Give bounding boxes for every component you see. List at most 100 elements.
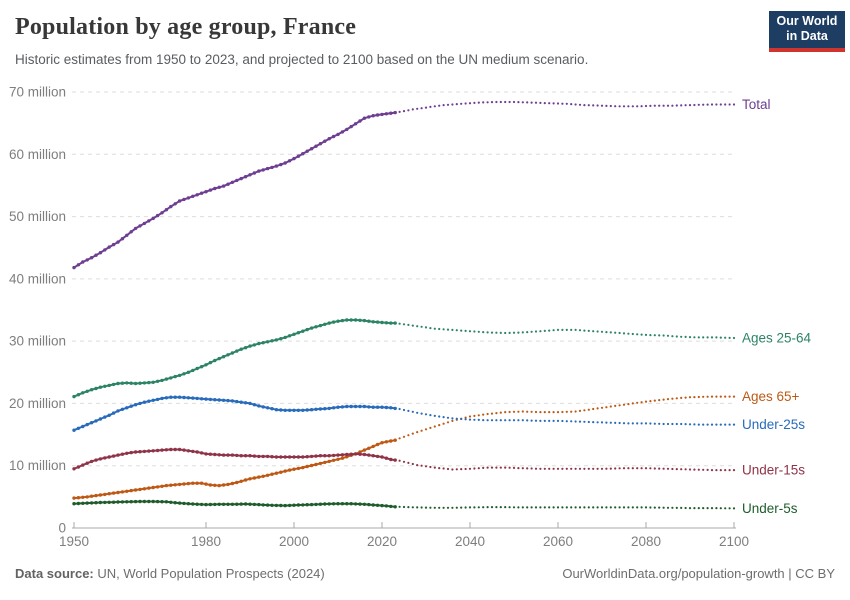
series-ages-65-plus-point[interactable] <box>393 438 397 442</box>
series-ages-25-64-point[interactable] <box>81 391 85 395</box>
series-ages-65-plus-projection-point[interactable] <box>416 431 419 434</box>
series-under-25s-point[interactable] <box>217 398 221 402</box>
series-ages-25-64-projection-point[interactable] <box>530 330 533 333</box>
series-total-point[interactable] <box>125 233 129 237</box>
series-total-projection-point[interactable] <box>442 104 445 107</box>
series-under-15s-projection-point[interactable] <box>477 467 480 470</box>
series-under-25s-projection-point[interactable] <box>526 419 529 422</box>
series-ages-65-plus-point[interactable] <box>318 461 323 466</box>
series-under-25s-projection-point[interactable] <box>446 416 450 419</box>
series-under-5s-projection-point[interactable] <box>521 506 524 509</box>
series-under-25s-point[interactable] <box>279 408 283 412</box>
series-under-5s-point[interactable] <box>296 503 301 507</box>
series-under-25s-projection-point[interactable] <box>429 414 432 417</box>
series-total-point[interactable] <box>318 142 323 146</box>
series-under-25s-projection-point[interactable] <box>702 423 705 426</box>
series-under-5s-point[interactable] <box>243 502 248 506</box>
series-under-15s-point[interactable] <box>336 453 340 457</box>
series-under-25s-point[interactable] <box>76 426 81 430</box>
series-under-25s-point[interactable] <box>380 405 384 409</box>
series-total-projection-point[interactable] <box>710 103 714 106</box>
series-under-15s-projection-point[interactable] <box>640 467 643 470</box>
series-total-projection-point[interactable] <box>570 103 573 106</box>
series-total-projection-point[interactable] <box>464 102 467 105</box>
series-ages-65-plus-projection-point[interactable] <box>534 410 538 414</box>
series-total-point[interactable] <box>349 124 353 129</box>
series-under-25s-projection-point[interactable] <box>565 420 568 423</box>
series-under-25s-point[interactable] <box>305 408 309 412</box>
series-under-5s-projection-point[interactable] <box>680 506 683 509</box>
series-under-15s-point[interactable] <box>147 449 151 453</box>
series-ages-25-64-projection-point[interactable] <box>455 329 458 332</box>
series-under-25s-projection-point[interactable] <box>614 421 617 424</box>
series-under-5s-point[interactable] <box>213 502 217 507</box>
series-ages-65-plus-point[interactable] <box>116 490 120 495</box>
series-under-25s-projection-point[interactable] <box>732 423 736 426</box>
series-ages-25-64-point[interactable] <box>270 339 274 343</box>
series-under-15s-projection-point[interactable] <box>552 467 555 470</box>
series-ages-65-plus-point[interactable] <box>230 481 235 486</box>
series-ages-25-64-point[interactable] <box>349 318 353 322</box>
series-under-15s-point[interactable] <box>133 450 138 454</box>
series-under-5s-point[interactable] <box>270 503 274 507</box>
series-under-15s-projection-point[interactable] <box>644 467 648 470</box>
series-under-25s-projection-point[interactable] <box>724 423 727 426</box>
series-ages-25-64-point[interactable] <box>235 349 239 353</box>
series-ages-25-64-projection-point[interactable] <box>671 335 674 338</box>
series-ages-25-64-projection-point[interactable] <box>640 333 643 336</box>
series-under-5s-point[interactable] <box>389 504 393 509</box>
series-ages-65-plus-point[interactable] <box>120 490 125 494</box>
series-ages-25-64-projection-point[interactable] <box>596 330 599 333</box>
series-ages-65-plus-projection-point[interactable] <box>614 404 617 407</box>
series-ages-25-64-projection-point[interactable] <box>411 324 414 327</box>
series-ages-65-plus-projection-point[interactable] <box>548 411 551 414</box>
series-ages-65-plus-projection-point[interactable] <box>504 411 507 414</box>
series-total-projection-point[interactable] <box>411 108 414 111</box>
series-under-15s-point[interactable] <box>257 454 261 459</box>
series-under-15s-point[interactable] <box>301 455 305 459</box>
series-ages-25-64-point[interactable] <box>221 355 226 359</box>
series-under-25s-projection-point[interactable] <box>728 423 731 426</box>
series-under-5s-point[interactable] <box>323 502 327 506</box>
series-ages-25-64-projection-point[interactable] <box>420 325 423 328</box>
series-under-5s-point[interactable] <box>147 499 151 504</box>
series-under-15s-projection-point[interactable] <box>482 466 485 469</box>
series-total-point[interactable] <box>173 202 177 206</box>
series-ages-65-plus-projection-point[interactable] <box>719 395 722 398</box>
series-under-5s-projection-point[interactable] <box>662 506 665 509</box>
series-ages-25-64-point[interactable] <box>393 321 397 325</box>
series-under-25s-projection-point[interactable] <box>455 417 458 420</box>
series-total-projection-point[interactable] <box>504 100 507 104</box>
series-under-25s-projection-point[interactable] <box>499 419 502 422</box>
series-total-point[interactable] <box>226 182 230 186</box>
series-ages-25-64-point[interactable] <box>89 388 94 392</box>
series-ages-25-64-projection-point[interactable] <box>482 331 485 334</box>
series-under-25s-projection-point[interactable] <box>512 419 516 422</box>
series-total-projection-point[interactable] <box>592 104 595 107</box>
series-under-5s-point[interactable] <box>309 502 314 507</box>
series-ages-65-plus-projection-point[interactable] <box>411 432 414 435</box>
series-under-15s-point[interactable] <box>191 449 195 454</box>
series-under-5s-point[interactable] <box>301 503 305 507</box>
series-ages-25-64-point[interactable] <box>261 341 265 345</box>
series-ages-65-plus-point[interactable] <box>85 495 89 499</box>
series-ages-65-plus-point[interactable] <box>261 474 265 478</box>
series-total-point[interactable] <box>213 186 217 191</box>
series-ages-25-64-point[interactable] <box>345 318 349 322</box>
series-ages-65-plus-point[interactable] <box>384 440 389 444</box>
series-total-projection-point[interactable] <box>521 101 524 104</box>
series-total-point[interactable] <box>191 194 195 198</box>
series-under-5s-point[interactable] <box>358 502 362 506</box>
series-under-15s-projection-point[interactable] <box>666 467 670 470</box>
series-total-projection-point[interactable] <box>438 104 441 107</box>
series-under-15s-projection-point[interactable] <box>719 469 722 472</box>
series-ages-25-64-point[interactable] <box>191 368 195 373</box>
series-ages-65-plus-point[interactable] <box>169 483 173 487</box>
series-under-5s-projection-point[interactable] <box>402 505 406 509</box>
series-under-5s-projection-point[interactable] <box>570 506 573 509</box>
series-ages-65-plus-projection-point[interactable] <box>653 399 656 402</box>
series-ages-25-64-point[interactable] <box>252 343 257 347</box>
series-under-5s-point[interactable] <box>133 499 138 504</box>
series-ages-25-64-point[interactable] <box>384 321 389 325</box>
series-under-5s-point[interactable] <box>384 504 389 508</box>
